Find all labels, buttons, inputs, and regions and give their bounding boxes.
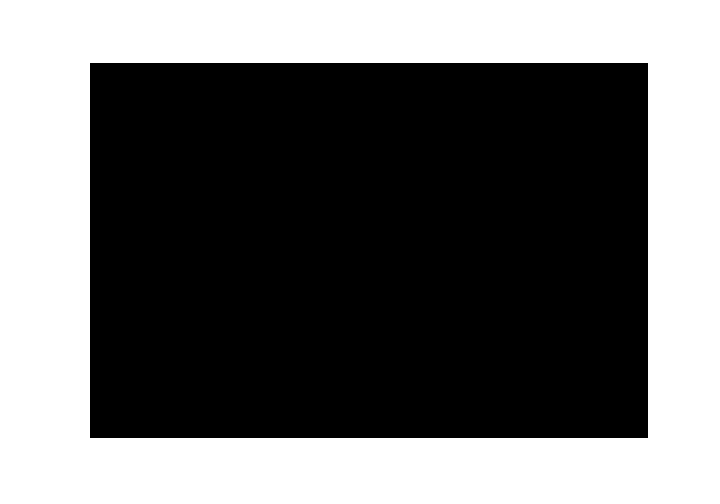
word-cloud — [90, 63, 648, 438]
word-cloud-svg — [90, 63, 648, 438]
